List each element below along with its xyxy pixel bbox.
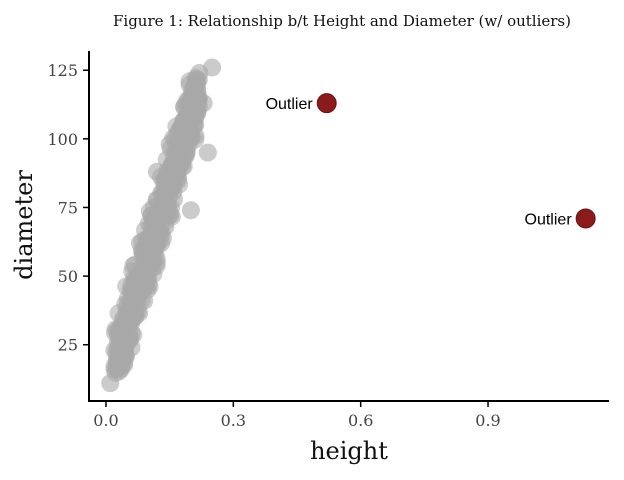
data-point [203,58,222,77]
y-axis-ticks: 25 50 75 100 125 [47,61,89,355]
data-point [198,143,217,162]
data-point [160,135,179,154]
y-tick-label: 125 [47,61,78,80]
data-point [181,201,200,220]
y-tick-label: 50 [58,267,78,286]
data-point [160,206,179,225]
y-axis-title: diameter [10,170,38,280]
outlier-label: Outlier [525,211,573,228]
x-tick-label: 0.0 [93,411,118,430]
data-point [101,374,120,393]
data-points [101,58,222,393]
x-axis-title: height [310,437,388,465]
outlier-point [575,208,596,229]
data-point [147,253,166,272]
chart-title: Figure 1: Relationship b/t Height and Di… [113,12,571,30]
x-tick-label: 0.6 [348,411,373,430]
y-tick-label: 25 [58,336,78,355]
data-point [152,234,171,253]
data-point [169,171,188,190]
data-point [194,94,213,113]
data-point [164,190,183,209]
data-point [139,275,158,294]
data-point [173,157,192,176]
x-tick-label: 0.3 [221,411,246,430]
data-point [186,116,205,135]
data-point [130,234,149,253]
data-point [135,291,154,310]
x-tick-label: 0.9 [475,411,500,430]
data-point [147,162,166,181]
y-tick-label: 100 [47,130,78,149]
y-tick-label: 75 [58,198,78,217]
outlier-points: Outlier Outlier [266,93,596,229]
data-point [177,143,196,162]
outlier-label: Outlier [266,96,314,113]
data-point [188,80,207,99]
outlier-point [316,93,337,114]
x-axis-ticks: 0.0 0.3 0.6 0.9 [93,401,501,430]
data-point [122,338,141,357]
